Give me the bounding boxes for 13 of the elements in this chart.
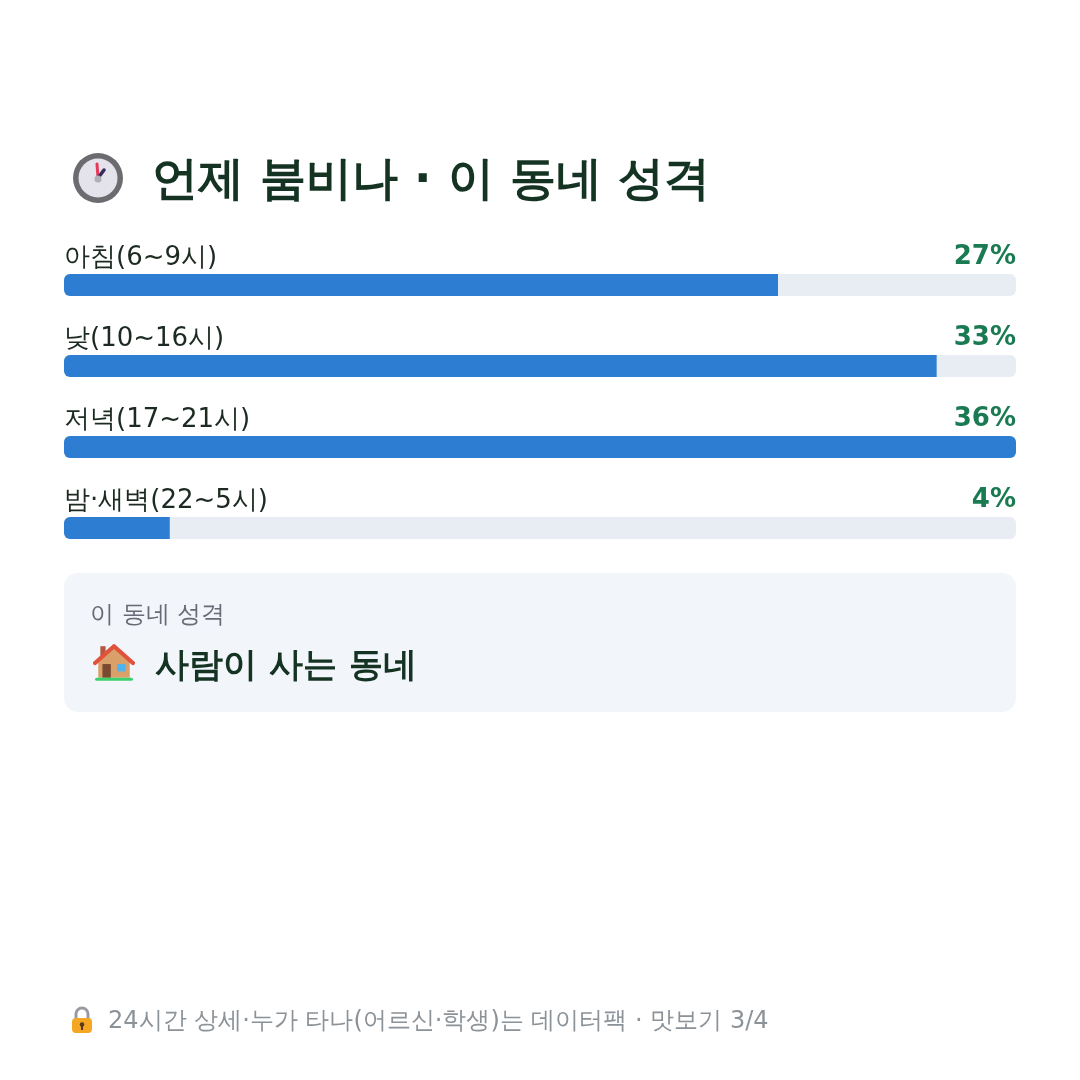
data-label: 27% — [953, 240, 1016, 270]
text: 사람이 사는 동네 — [155, 643, 417, 686]
text: 이 동네 성격 — [90, 599, 226, 630]
data-label: 36% — [953, 402, 1016, 432]
y-tick-label: 밤·새벽(22~5시) — [64, 484, 268, 514]
data-label: 33% — [953, 321, 1016, 351]
chart-title: 언제 붐비나 · 이 동네 성격 — [152, 150, 710, 207]
data-label: 4% — [971, 483, 1016, 513]
y-tick-label: 낮(10~16시) — [64, 322, 225, 352]
bar — [64, 517, 170, 539]
y-tick-label: 아침(6~9시) — [64, 241, 218, 271]
text: 24시간 상세·누가 타나(어르신·학생)는 데이터팩 · 맛보기 3/4 — [108, 1005, 769, 1036]
y-tick-label: 저녁(17~21시) — [64, 403, 251, 433]
